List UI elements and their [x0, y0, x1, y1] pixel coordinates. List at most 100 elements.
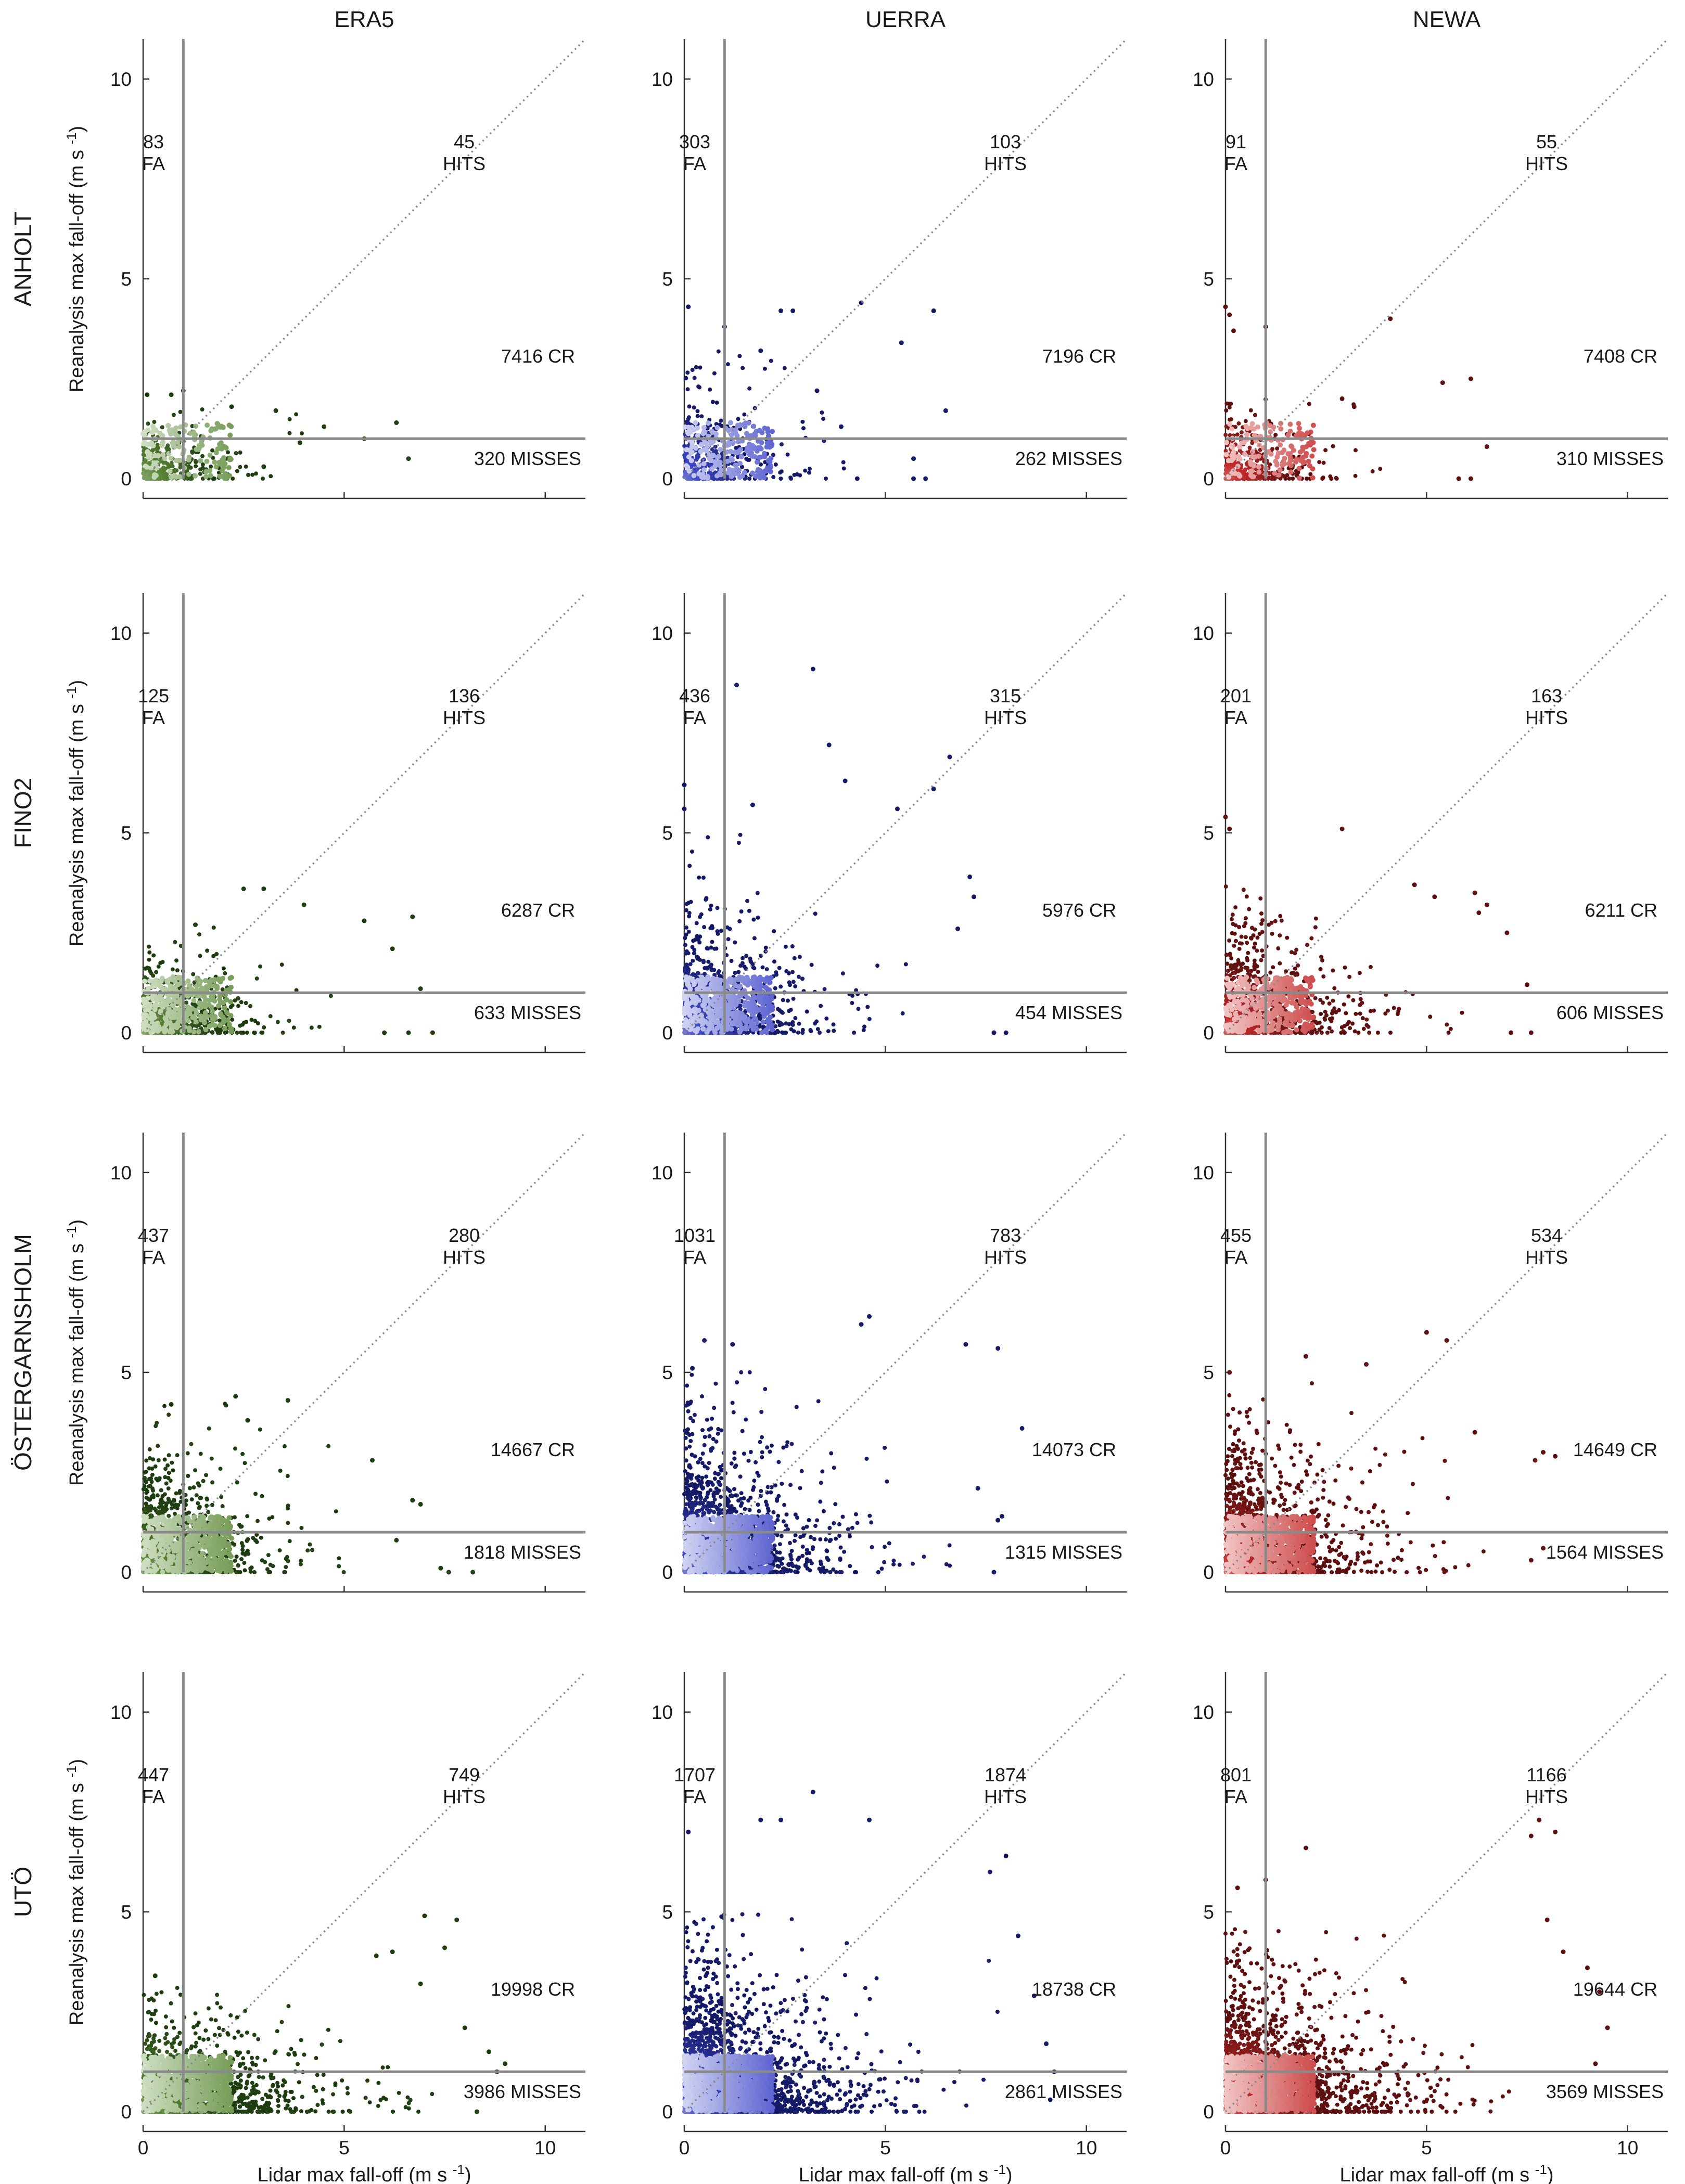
data-point: [141, 1012, 146, 1018]
data-point: [719, 929, 723, 933]
data-point: [1245, 966, 1249, 970]
data-point: [687, 986, 693, 992]
data-point: [147, 950, 152, 955]
data-point: [683, 470, 687, 474]
data-point: [269, 474, 273, 479]
data-point: [1364, 1017, 1369, 1022]
data-point: [188, 465, 193, 470]
misses-label: 454 MISSES: [1015, 1002, 1122, 1023]
data-point: [1277, 467, 1283, 473]
data-point: [694, 365, 698, 369]
data-point: [683, 974, 689, 980]
data-point: [763, 468, 769, 474]
data-point: [194, 446, 199, 452]
data-point: [714, 455, 720, 460]
data-point: [784, 1021, 788, 1026]
data-point: [209, 1017, 215, 1023]
data-point-outlier: [790, 308, 796, 313]
misses-label: 320 MISSES: [474, 448, 581, 469]
cr-label: 5976 CR: [1042, 900, 1116, 921]
hits-label: HITS: [1525, 153, 1568, 174]
y-tick-label: 5: [1203, 268, 1214, 290]
data-point: [1270, 931, 1274, 936]
data-point: [1247, 907, 1252, 911]
points-layer: [682, 666, 1009, 1035]
data-point: [762, 366, 767, 371]
data-point-outlier: [859, 300, 864, 305]
data-point: [252, 1031, 257, 1035]
data-point: [759, 440, 764, 445]
data-point: [1245, 1031, 1250, 1035]
data-point: [1256, 970, 1260, 974]
data-point: [852, 1031, 857, 1035]
data-point: [745, 1017, 751, 1022]
one-to-one-diagonal: [1224, 38, 1669, 480]
data-point: [728, 420, 733, 426]
data-point: [747, 908, 751, 913]
data-point: [742, 412, 747, 417]
hits-label: HITS: [984, 707, 1027, 728]
data-point: [692, 405, 696, 410]
data-point: [1242, 452, 1247, 457]
data-point-outlier: [362, 918, 367, 923]
data-point: [1356, 1031, 1361, 1035]
data-point: [713, 985, 719, 991]
data-point: [782, 366, 787, 370]
data-point: [149, 430, 155, 435]
data-point: [235, 1031, 239, 1035]
data-point: [736, 970, 741, 974]
data-point: [218, 461, 223, 467]
data-point: [1275, 446, 1280, 451]
data-point: [145, 995, 151, 1001]
data-point: [190, 1014, 196, 1020]
data-point: [198, 458, 203, 464]
data-point: [200, 407, 205, 412]
data-point: [280, 1031, 285, 1035]
data-point: [171, 413, 176, 417]
data-point: [154, 473, 159, 478]
data-point: [1323, 1009, 1327, 1014]
data-point: [1358, 1003, 1362, 1007]
data-point: [1354, 1011, 1358, 1016]
data-point: [1255, 935, 1260, 940]
data-point: [1239, 440, 1245, 446]
data-point: [693, 420, 698, 426]
data-point: [1243, 921, 1248, 926]
data-point: [813, 911, 818, 916]
data-point: [1232, 943, 1236, 948]
data-point: [733, 1031, 737, 1035]
hits-count-label: 55: [1536, 131, 1557, 152]
data-point: [850, 993, 854, 998]
data-point: [693, 445, 698, 451]
data-point-outlier: [758, 348, 763, 353]
data-point-outlier: [193, 922, 198, 928]
data-point: [702, 925, 707, 929]
data-point: [1245, 958, 1250, 962]
y-tick-label: 0: [121, 468, 132, 490]
data-point: [684, 965, 688, 970]
data-point: [213, 450, 219, 456]
data-point: [1317, 1020, 1322, 1025]
data-point: [287, 431, 292, 435]
data-point: [755, 459, 760, 465]
data-point: [805, 1009, 809, 1014]
data-point: [747, 477, 752, 481]
data-point: [218, 977, 223, 982]
data-point: [698, 365, 703, 370]
data-point: [248, 1004, 252, 1008]
data-point: [747, 386, 752, 391]
data-point: [743, 1026, 749, 1032]
data-point: [210, 448, 215, 453]
data-point: [1229, 426, 1234, 432]
y-axis-label-unit-sup: -1: [63, 686, 79, 698]
data-point: [733, 977, 738, 983]
data-point: [784, 1031, 788, 1035]
data-point-outlier: [418, 986, 423, 991]
data-point: [701, 430, 707, 435]
data-point: [789, 1027, 794, 1032]
y-tick-label: 5: [662, 823, 673, 844]
data-point: [143, 464, 148, 469]
data-point: [1342, 1002, 1346, 1007]
data-point: [746, 1007, 751, 1012]
data-point: [1388, 1031, 1393, 1035]
